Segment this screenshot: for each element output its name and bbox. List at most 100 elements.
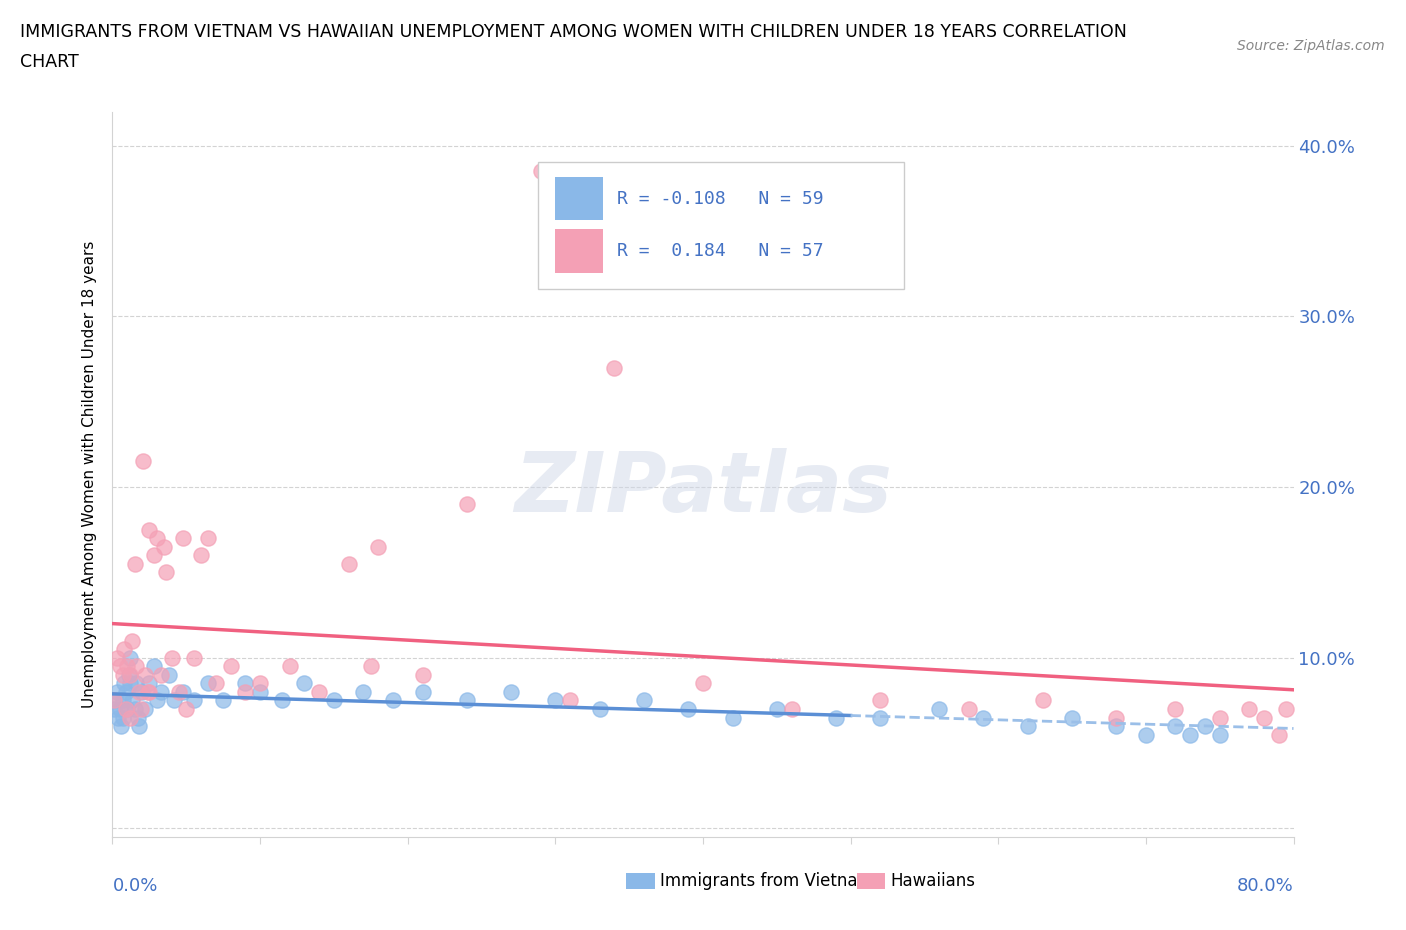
Point (138, 676, 160, 691)
Point (124, 556, 146, 571)
Point (249, 676, 271, 691)
Point (1105, 719, 1128, 734)
Point (160, 650, 183, 665)
Point (142, 548, 165, 563)
Point (501, 684, 523, 699)
Point (1208, 711, 1232, 725)
Point (1208, 727, 1232, 742)
Point (197, 676, 219, 691)
Bar (555, 229, 603, 272)
Point (138, 523, 160, 538)
Point (105, 650, 128, 665)
Point (117, 658, 138, 673)
Point (233, 676, 256, 691)
Point (633, 693, 655, 708)
Point (172, 684, 194, 699)
Point (118, 668, 141, 683)
Text: R = -0.108   N = 59: R = -0.108 N = 59 (617, 190, 824, 207)
Point (1239, 701, 1261, 716)
Point (174, 701, 197, 716)
Point (721, 711, 744, 725)
Point (692, 676, 714, 691)
Point (1164, 719, 1187, 734)
Point (205, 676, 228, 691)
Point (411, 684, 433, 699)
Point (120, 711, 142, 725)
Point (219, 658, 242, 673)
Text: R =  0.184   N = 57: R = 0.184 N = 57 (617, 242, 824, 259)
Point (183, 693, 205, 708)
Point (167, 684, 190, 699)
Point (105, 684, 128, 699)
Point (124, 701, 146, 716)
Point (121, 633, 143, 648)
Point (278, 658, 301, 673)
Point (558, 693, 582, 708)
Point (1017, 719, 1039, 734)
Point (146, 531, 169, 546)
Point (1253, 711, 1275, 725)
Point (190, 548, 212, 563)
Point (120, 676, 142, 691)
Point (869, 693, 891, 708)
Text: ZIPatlas: ZIPatlas (515, 448, 891, 529)
Point (678, 701, 700, 716)
Bar (555, 177, 603, 220)
Point (766, 701, 789, 716)
Point (112, 642, 135, 657)
Point (111, 693, 134, 708)
Point (456, 693, 478, 708)
Point (134, 701, 156, 716)
Point (1164, 701, 1187, 716)
Point (136, 684, 159, 699)
Point (150, 684, 173, 699)
Text: 80.0%: 80.0% (1237, 877, 1294, 895)
Y-axis label: Unemployment Among Women with Children Under 18 years: Unemployment Among Women with Children U… (82, 241, 97, 708)
Point (114, 684, 136, 699)
Point (172, 531, 194, 546)
Point (1032, 693, 1054, 708)
Point (308, 684, 330, 699)
Point (157, 668, 180, 683)
Point (107, 711, 129, 725)
Point (155, 565, 177, 580)
Point (163, 693, 186, 708)
Point (128, 684, 150, 699)
Text: Hawaiians: Hawaiians (891, 872, 976, 890)
Point (824, 711, 846, 725)
Point (337, 556, 360, 571)
Point (183, 650, 205, 665)
Point (132, 454, 155, 469)
Point (128, 719, 150, 734)
Point (110, 719, 132, 734)
Point (120, 668, 142, 683)
Point (1194, 719, 1216, 734)
Point (360, 658, 382, 673)
Text: IMMIGRANTS FROM VIETNAM VS HAWAIIAN UNEMPLOYMENT AMONG WOMEN WITH CHILDREN UNDER: IMMIGRANTS FROM VIETNAM VS HAWAIIAN UNEM… (20, 23, 1126, 41)
Point (103, 701, 125, 716)
Point (108, 701, 131, 716)
Point (146, 693, 169, 708)
Point (103, 693, 125, 708)
Point (150, 668, 173, 683)
Point (456, 497, 478, 512)
Point (125, 658, 148, 673)
Point (1105, 711, 1128, 725)
Point (411, 668, 433, 683)
Point (120, 650, 142, 665)
Point (1135, 727, 1157, 742)
Point (382, 693, 405, 708)
Point (1275, 701, 1298, 716)
Point (1178, 727, 1201, 742)
Point (292, 676, 315, 691)
Point (125, 676, 148, 691)
Point (104, 693, 127, 708)
Point (153, 539, 176, 554)
Text: CHART: CHART (20, 53, 79, 71)
Point (212, 693, 235, 708)
Point (869, 711, 891, 725)
Point (1062, 711, 1084, 725)
Point (233, 684, 256, 699)
Point (928, 701, 950, 716)
Text: Immigrants from Vietnam: Immigrants from Vietnam (661, 872, 875, 890)
